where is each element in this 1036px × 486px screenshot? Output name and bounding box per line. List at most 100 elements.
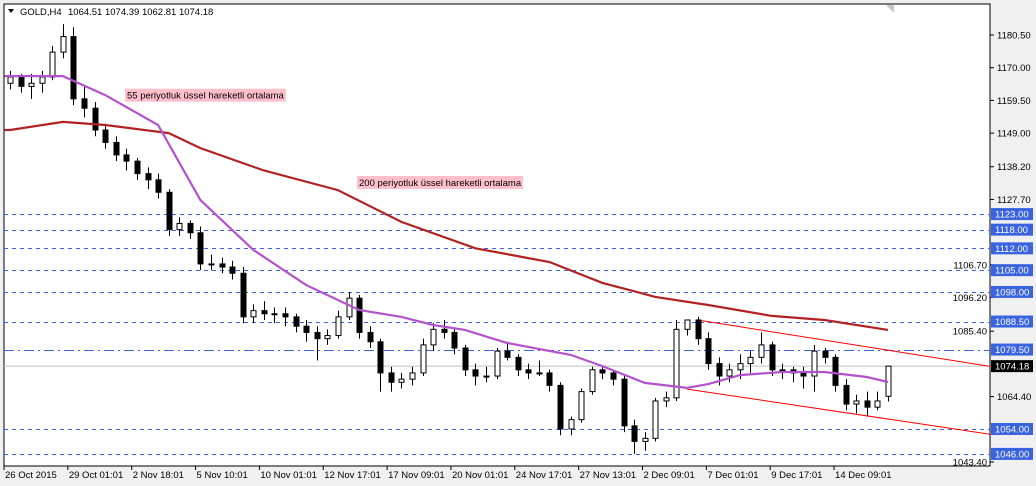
candle-bull <box>49 51 56 78</box>
candle-bull <box>673 328 680 399</box>
candle-bear <box>388 372 395 383</box>
candle-bull <box>430 328 437 346</box>
chart-shift-icon[interactable] <box>886 5 894 13</box>
annotation-label-bg <box>357 175 524 189</box>
x-tick-label: 2 Dec 09:01 <box>644 470 695 481</box>
candle-bear <box>293 316 300 327</box>
level-price-label: 1098.00 <box>995 287 1029 298</box>
candle-bear <box>864 400 871 408</box>
y-tick-label: 1085.40 <box>953 327 987 338</box>
candle-bull <box>663 397 670 402</box>
candle-bull <box>758 344 765 358</box>
x-tick-label: 9 Dec 17:01 <box>771 470 822 481</box>
x-tick-label: 20 Nov 01:01 <box>452 470 509 481</box>
y-tick-label: 1170.00 <box>997 63 1031 74</box>
candle-bull <box>874 400 881 408</box>
plot-area <box>3 3 991 467</box>
level-price-label: 1118.00 <box>995 225 1028 236</box>
level-price-badge <box>991 343 1033 356</box>
x-tick-label: 29 Oct 01:01 <box>69 470 123 481</box>
candle-bear <box>451 331 458 349</box>
level-price-badge <box>991 264 1033 277</box>
candle-bull <box>589 369 596 393</box>
candle-bear <box>70 36 77 100</box>
level-price-badge <box>991 447 1033 460</box>
candle-bull <box>737 363 744 371</box>
candle-bear <box>599 369 606 374</box>
candle-bull <box>483 375 490 378</box>
x-tick-label: 14 Dec 09:01 <box>835 470 892 481</box>
level-price-badge <box>991 242 1033 255</box>
candle-bear <box>282 313 289 318</box>
candle-bear <box>356 297 363 333</box>
y-tick-label: 1106.70 <box>953 260 987 271</box>
x-tick-label: 26 Oct 2015 <box>5 470 57 481</box>
candle-bull <box>853 400 860 405</box>
candle-bear <box>822 350 829 358</box>
x-tick-label: 24 Nov 17:01 <box>516 470 573 481</box>
x-tick-label: 2 Nov 18:01 <box>133 470 184 481</box>
level-price-label: 1123.00 <box>995 210 1029 221</box>
candle-bear <box>113 141 120 156</box>
candle-bull <box>811 350 818 377</box>
candle-bull <box>335 316 342 337</box>
candle-bear <box>187 222 194 234</box>
candle-bull <box>652 400 659 439</box>
candle-bear <box>515 356 522 371</box>
y-tick-label: 1127.70 <box>997 195 1031 206</box>
level-price-badge <box>991 315 1033 328</box>
candle-bull <box>60 36 67 53</box>
triangle-down-icon[interactable] <box>8 9 14 13</box>
candle-bear <box>610 372 617 380</box>
candle-bear <box>145 173 152 181</box>
candle-bull <box>7 76 14 84</box>
candle-bull <box>747 356 754 365</box>
candle-bear <box>261 310 268 315</box>
x-tick-label: 5 Nov 10:01 <box>197 470 248 481</box>
ohlc-readout: 1064.51 1074.39 1062.81 1074.18 <box>68 7 213 18</box>
level-price-badge <box>991 285 1033 298</box>
candle-bear <box>832 356 839 386</box>
candle-bull <box>578 391 585 421</box>
candle-bear <box>155 179 162 193</box>
x-tick-label: 10 Nov 01:01 <box>260 470 317 481</box>
y-tick-label: 1096.20 <box>953 293 987 304</box>
candle-bear <box>229 266 236 274</box>
y-tick-label: 1180.50 <box>997 31 1031 42</box>
candle-bear <box>546 372 553 386</box>
channel-trendline[interactable] <box>697 319 991 367</box>
candle-bear <box>631 425 638 442</box>
candle-bear <box>377 341 384 374</box>
candle-bear <box>705 338 712 365</box>
candle-bull <box>568 419 575 430</box>
ma200-line[interactable] <box>4 120 889 331</box>
y-tick-label: 1138.20 <box>997 162 1031 173</box>
candle-bear <box>504 350 511 358</box>
candle-bull <box>39 76 46 84</box>
candle-bull <box>324 335 331 340</box>
candle-bear <box>557 384 564 430</box>
candle-bull <box>779 369 786 372</box>
candle-bear <box>843 384 850 405</box>
y-tick-label: 1159.50 <box>997 96 1031 107</box>
candle-bear <box>92 107 99 131</box>
annotation-label[interactable]: 200 periyotluk üssel hareketli ortalama <box>359 178 522 189</box>
level-price-badge <box>991 223 1033 236</box>
x-tick-label: 12 Nov 17:01 <box>324 470 381 481</box>
candle-bull <box>642 437 649 442</box>
channel-trendline[interactable] <box>686 388 991 435</box>
annotation-label-bg <box>125 88 286 102</box>
candle-bear <box>472 369 479 377</box>
level-price-badge <box>991 422 1033 435</box>
candle-bear <box>695 319 702 340</box>
candle-bear <box>441 328 448 333</box>
candle-bear <box>367 331 374 343</box>
ma55-line[interactable] <box>4 75 889 390</box>
candle-bull <box>208 263 215 266</box>
candle-bull <box>398 378 405 383</box>
candle-bull <box>271 313 278 316</box>
symbol-label: GOLD,H4 <box>20 7 62 18</box>
annotation-label[interactable]: 55 periyotluk üssel hareketli ortalama <box>127 91 285 102</box>
